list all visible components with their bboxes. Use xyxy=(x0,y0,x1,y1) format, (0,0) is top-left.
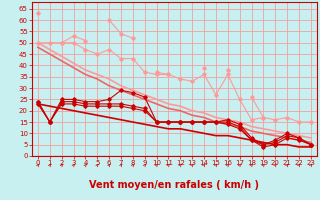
X-axis label: Vent moyen/en rafales ( km/h ): Vent moyen/en rafales ( km/h ) xyxy=(89,180,260,190)
